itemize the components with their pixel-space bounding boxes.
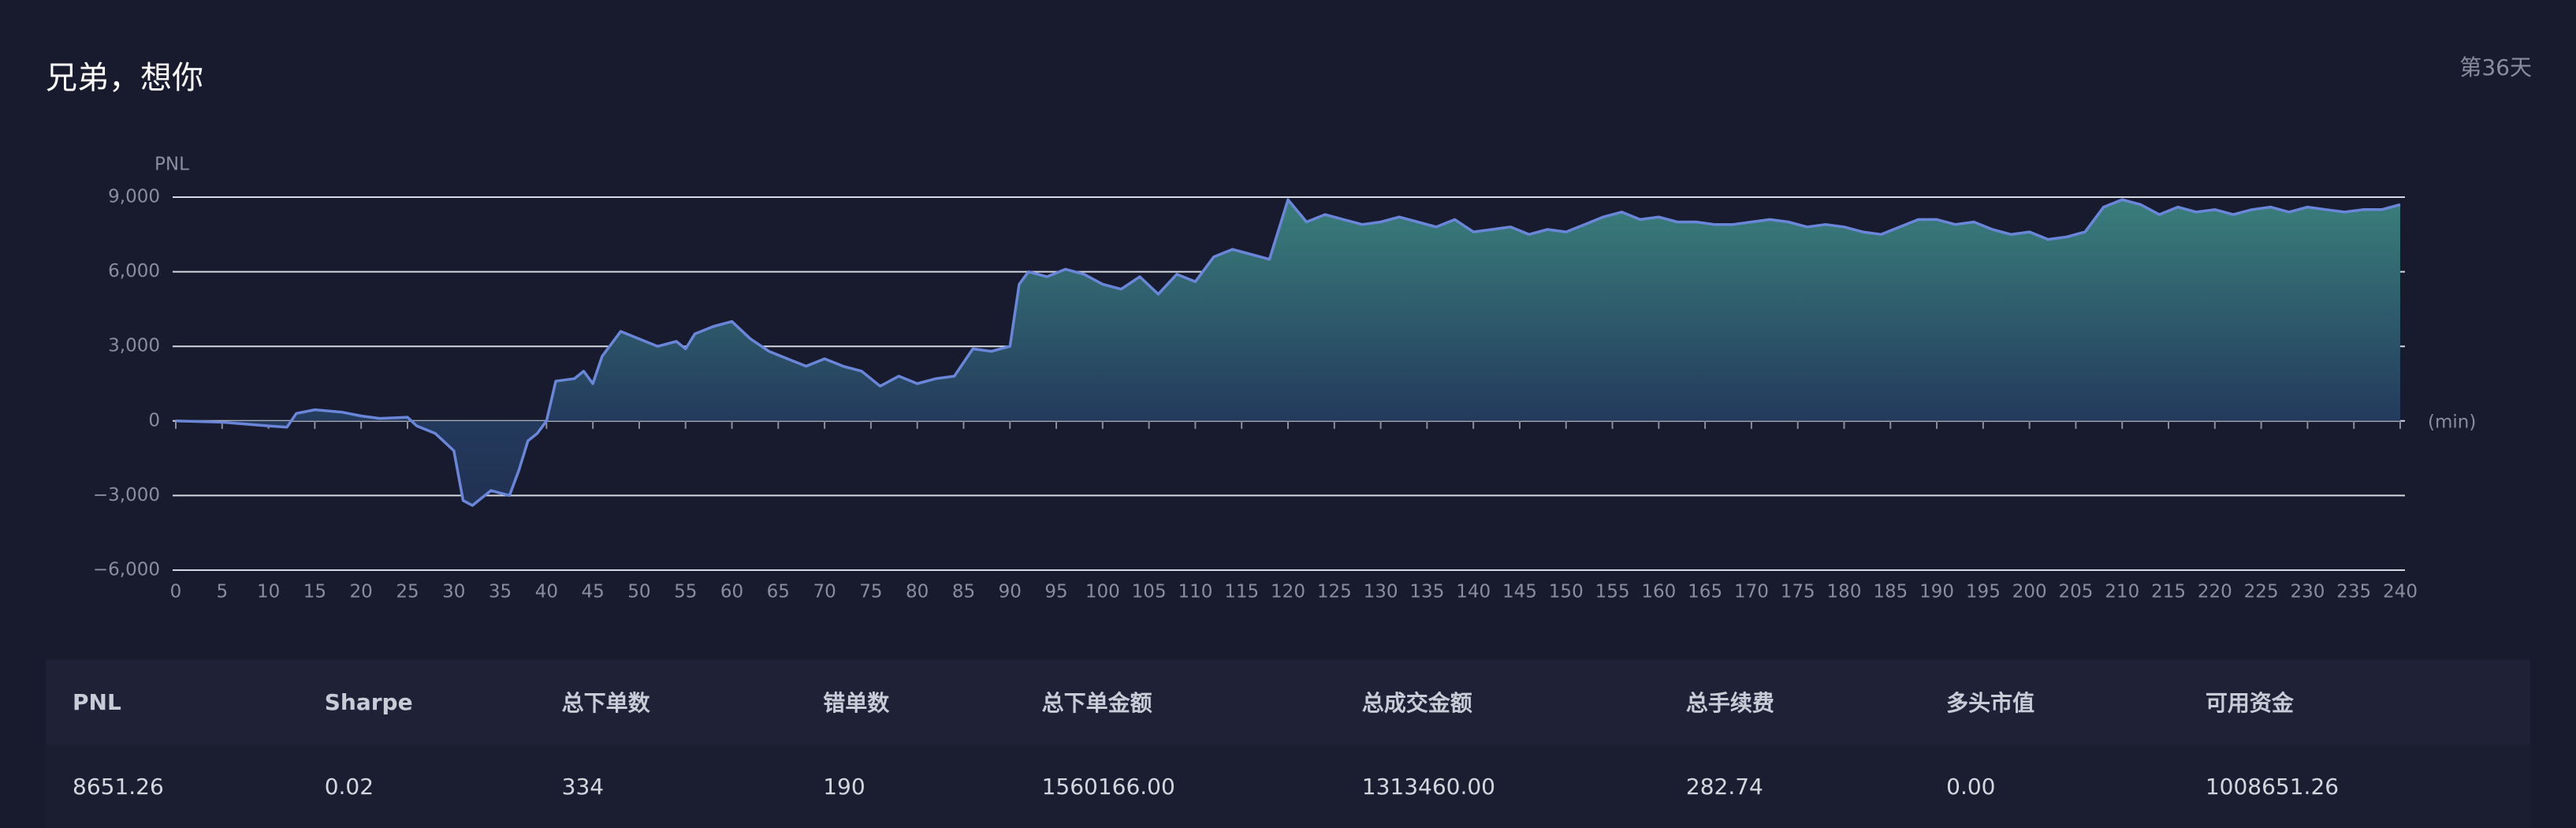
x-tick-label: 35 bbox=[489, 582, 512, 602]
x-tick-label: 125 bbox=[1317, 582, 1352, 602]
x-tick-label: 45 bbox=[581, 582, 604, 602]
x-tick-label: 80 bbox=[906, 582, 929, 602]
x-tick-label: 205 bbox=[2059, 582, 2094, 602]
table-header: PNL Sharpe 总下单数 错单数 总下单金额 总成交金额 总手续费 多头市值 可用资金 bbox=[46, 659, 2530, 744]
column-header: 总下单金额 bbox=[1041, 659, 1362, 744]
table-cell: 0.02 bbox=[324, 744, 562, 828]
x-tick-label: 85 bbox=[952, 582, 975, 602]
table-cell: 0.00 bbox=[1946, 744, 2206, 828]
y-tick-label: −3,000 bbox=[93, 485, 160, 505]
x-tick-label: 135 bbox=[1409, 582, 1444, 602]
x-tick-label: 10 bbox=[257, 582, 280, 602]
x-tick-label: 15 bbox=[303, 582, 326, 602]
x-tick-label: 95 bbox=[1044, 582, 1067, 602]
x-tick-label: 120 bbox=[1271, 582, 1305, 602]
x-tick-label: 240 bbox=[2383, 582, 2418, 602]
chart: PNL −6,000 −3,000 0 3,000 6,000 9,000 0 5 10 15 20… bbox=[93, 155, 2476, 602]
y-tick-label: 9,000 bbox=[108, 187, 160, 207]
y-tick-label: −6,000 bbox=[93, 560, 160, 580]
column-header: 多头市值 bbox=[1946, 659, 2206, 744]
x-tick-label: 230 bbox=[2290, 582, 2325, 602]
x-tick-label: 100 bbox=[1085, 582, 1120, 602]
x-tick-label: 185 bbox=[1873, 582, 1908, 602]
area bbox=[176, 200, 2400, 505]
x-tick-label: 175 bbox=[1781, 582, 1815, 602]
table-cell: 1560166.00 bbox=[1041, 744, 1362, 828]
x-tick-label: 30 bbox=[442, 582, 465, 602]
column-header: 可用资金 bbox=[2205, 659, 2530, 744]
page-title: 兄弟，想你 bbox=[46, 60, 203, 96]
x-tick-label: 160 bbox=[1641, 582, 1676, 602]
x-axis-label: (min) bbox=[2428, 412, 2476, 432]
column-header: PNL bbox=[46, 659, 325, 744]
x-tick-label: 5 bbox=[216, 582, 228, 602]
x-tick-label: 225 bbox=[2244, 582, 2279, 602]
x-tick-label: 55 bbox=[674, 582, 697, 602]
x-tick-label: 130 bbox=[1364, 582, 1398, 602]
y-tick-label: 6,000 bbox=[108, 261, 160, 282]
column-header: Sharpe bbox=[324, 659, 562, 744]
column-header: 总下单数 bbox=[561, 659, 824, 744]
x-tick-label: 145 bbox=[1502, 582, 1537, 602]
table-body: 8651.26 0.02 334 190 1560166.00 1313460.00 282… bbox=[46, 744, 2530, 828]
stats-table: PNL Sharpe 总下单数 错单数 总下单金额 总成交金额 总手续费 多头市值 可用资金 8… bbox=[46, 659, 2530, 828]
table-cell: 282.74 bbox=[1685, 744, 1947, 828]
x-tick-label: 190 bbox=[1919, 582, 1954, 602]
x-tick-label: 50 bbox=[627, 582, 650, 602]
x-tick-label: 210 bbox=[2105, 582, 2139, 602]
x-tick-label: 165 bbox=[1688, 582, 1722, 602]
column-header: 总手续费 bbox=[1685, 659, 1947, 744]
table-row: 8651.26 0.02 334 190 1560166.00 1313460.00 282… bbox=[46, 744, 2530, 828]
x-tick-label: 70 bbox=[813, 582, 836, 602]
column-header: 总成交金额 bbox=[1361, 659, 1686, 744]
x-tick-label: 60 bbox=[720, 582, 743, 602]
x-tick-label: 150 bbox=[1549, 582, 1584, 602]
y-tick-label: 0 bbox=[148, 410, 160, 431]
x-tick-label: 195 bbox=[1966, 582, 2001, 602]
x-tick-label: 200 bbox=[2012, 582, 2047, 602]
x-tick-label: 40 bbox=[535, 582, 558, 602]
x-tick-label: 180 bbox=[1827, 582, 1862, 602]
line bbox=[175, 198, 2401, 507]
x-tick-label: 220 bbox=[2198, 582, 2232, 602]
x-tick-label: 65 bbox=[767, 582, 790, 602]
table-cell: 334 bbox=[561, 744, 824, 828]
x-tick-label: 140 bbox=[1456, 582, 1491, 602]
day-counter: 第36天 bbox=[2459, 54, 2532, 80]
x-tick-label: 90 bbox=[999, 582, 1022, 602]
y-tick-label: 3,000 bbox=[108, 336, 160, 356]
x-tick-label: 110 bbox=[1178, 582, 1212, 602]
x-tick-label: 155 bbox=[1595, 582, 1630, 602]
x-tick-label: 170 bbox=[1734, 582, 1769, 602]
x-tick-label: 215 bbox=[2151, 582, 2186, 602]
table-cell: 1008651.26 bbox=[2205, 744, 2530, 828]
x-tick-label: 20 bbox=[350, 582, 373, 602]
x-tick-label: 105 bbox=[1132, 582, 1167, 602]
table-cell: 8651.26 bbox=[46, 744, 325, 828]
x-tick-label: 25 bbox=[396, 582, 419, 602]
x-tick-label: 75 bbox=[859, 582, 882, 602]
column-header: 错单数 bbox=[823, 659, 1042, 744]
table-cell: 190 bbox=[823, 744, 1042, 828]
x-tick-label: 235 bbox=[2336, 582, 2371, 602]
x-tick-label: 115 bbox=[1224, 582, 1259, 602]
table-cell: 1313460.00 bbox=[1361, 744, 1686, 828]
y-axis-label: PNL bbox=[154, 155, 189, 175]
x-tick-label: 0 bbox=[170, 582, 182, 602]
